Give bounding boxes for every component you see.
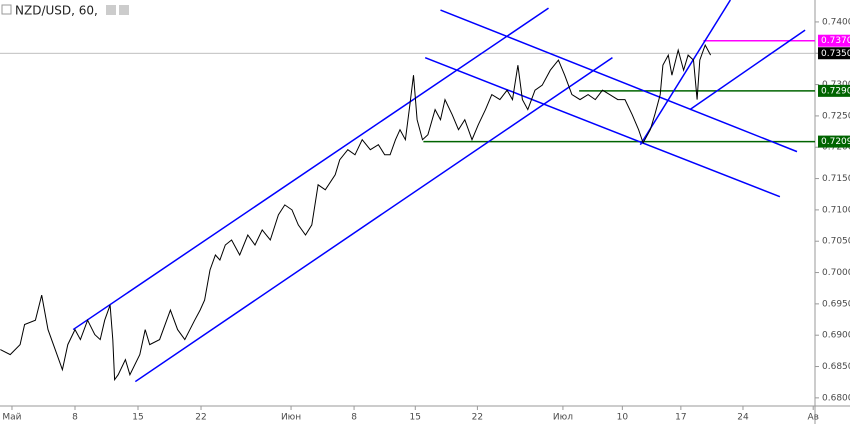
close-icon[interactable]	[119, 5, 129, 15]
price-marker	[818, 34, 850, 47]
trend-line	[134, 57, 613, 383]
x-tick-label: Май	[2, 413, 21, 423]
price-marker-label: 0.7290	[821, 86, 850, 96]
settings-icon[interactable]	[106, 5, 116, 15]
price-marker-label: 0.7370	[821, 36, 850, 46]
x-tick-label: Ав	[807, 413, 818, 423]
trend-line	[639, 0, 732, 146]
trend-line	[72, 7, 549, 331]
x-tick-label: 15	[410, 413, 421, 423]
x-tick-label: 22	[195, 413, 206, 423]
price-marker	[818, 135, 850, 148]
x-tick-label: Июл	[553, 413, 573, 423]
x-tick-label: 17	[675, 413, 686, 423]
price-line	[0, 43, 712, 382]
x-tick-label: 22	[472, 413, 483, 423]
x-tick-label: 8	[351, 413, 357, 423]
collapse-icon[interactable]	[1, 4, 12, 15]
y-tick-label: 0.7400	[822, 17, 850, 27]
price-marker	[818, 47, 850, 60]
x-tick-label: 24	[737, 413, 749, 423]
price-marker-label: 0.7350	[821, 49, 850, 59]
chart-title: NZD/USD, 60,	[15, 4, 98, 18]
price-marker	[818, 84, 850, 97]
trend-line	[424, 56, 781, 198]
x-tick-label: Июн	[281, 413, 301, 423]
trend-line	[440, 9, 798, 153]
x-tick-label: 15	[132, 413, 143, 423]
price-marker-label: 0.7209	[821, 137, 850, 147]
trend-line	[689, 29, 806, 111]
x-tick-label: 10	[617, 413, 629, 423]
x-tick-label: 8	[72, 413, 78, 423]
